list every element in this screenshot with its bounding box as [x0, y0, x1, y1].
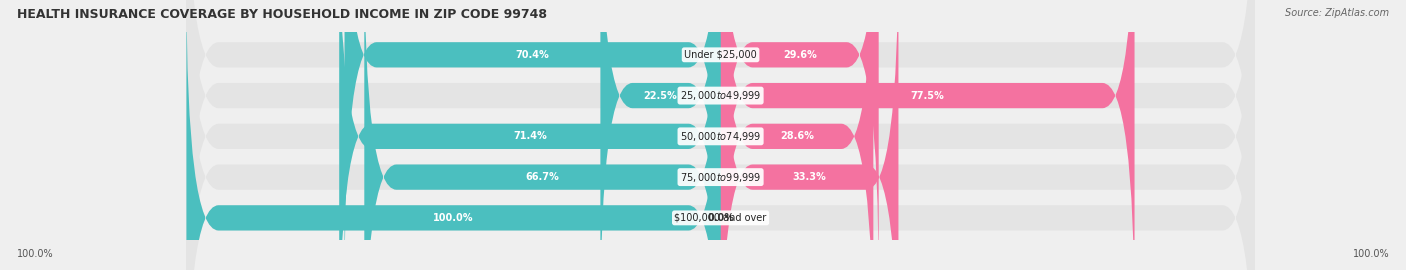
- FancyBboxPatch shape: [187, 0, 1254, 270]
- FancyBboxPatch shape: [721, 0, 873, 270]
- Text: HEALTH INSURANCE COVERAGE BY HOUSEHOLD INCOME IN ZIP CODE 99748: HEALTH INSURANCE COVERAGE BY HOUSEHOLD I…: [17, 8, 547, 21]
- FancyBboxPatch shape: [187, 0, 1254, 270]
- FancyBboxPatch shape: [187, 0, 1254, 270]
- Text: 22.5%: 22.5%: [644, 91, 678, 101]
- Text: 28.6%: 28.6%: [780, 131, 814, 141]
- Text: Source: ZipAtlas.com: Source: ZipAtlas.com: [1285, 8, 1389, 18]
- Text: 29.6%: 29.6%: [783, 50, 817, 60]
- Text: 70.4%: 70.4%: [516, 50, 550, 60]
- Text: $100,000 and over: $100,000 and over: [675, 213, 766, 223]
- Text: 0.0%: 0.0%: [707, 213, 734, 223]
- Text: 100.0%: 100.0%: [1353, 249, 1389, 259]
- Text: 77.5%: 77.5%: [911, 91, 945, 101]
- FancyBboxPatch shape: [721, 0, 879, 270]
- FancyBboxPatch shape: [364, 0, 721, 270]
- Text: 100.0%: 100.0%: [433, 213, 474, 223]
- Text: $75,000 to $99,999: $75,000 to $99,999: [681, 171, 761, 184]
- FancyBboxPatch shape: [600, 0, 721, 270]
- Text: 100.0%: 100.0%: [17, 249, 53, 259]
- Text: $50,000 to $74,999: $50,000 to $74,999: [681, 130, 761, 143]
- FancyBboxPatch shape: [721, 0, 898, 270]
- Text: Under $25,000: Under $25,000: [685, 50, 756, 60]
- FancyBboxPatch shape: [187, 0, 1254, 270]
- Text: 66.7%: 66.7%: [526, 172, 560, 182]
- Text: 71.4%: 71.4%: [513, 131, 547, 141]
- Text: $25,000 to $49,999: $25,000 to $49,999: [681, 89, 761, 102]
- FancyBboxPatch shape: [721, 0, 1135, 270]
- FancyBboxPatch shape: [187, 0, 721, 270]
- FancyBboxPatch shape: [187, 0, 1254, 270]
- FancyBboxPatch shape: [344, 0, 721, 270]
- Text: 33.3%: 33.3%: [793, 172, 827, 182]
- FancyBboxPatch shape: [339, 0, 721, 270]
